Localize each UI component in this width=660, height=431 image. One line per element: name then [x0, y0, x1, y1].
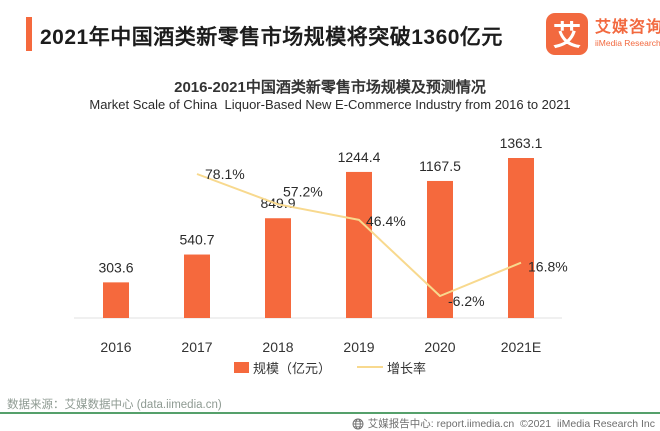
bar-2016 — [103, 282, 129, 318]
iimedia-logo: 艾 艾媒咨询 iiMedia Research — [546, 13, 660, 55]
header-accent-bar — [26, 17, 32, 51]
bar-value-label-2019: 1244.4 — [338, 149, 381, 165]
market-scale-chart: 303.6 2016 540.7 2017 849.9 2018 1244.4 2019 116… — [74, 135, 568, 355]
iimedia-logo-icon: 艾 — [546, 13, 588, 55]
logo-name-en: iiMedia Research — [595, 38, 660, 49]
bar-2021E — [508, 158, 534, 318]
rate-label-2020: -6.2% — [448, 293, 485, 309]
rate-label-2021E: 16.8% — [528, 259, 568, 275]
page-title: 2021年中国酒类新零售市场规模将突破1360亿元 — [40, 26, 503, 49]
bar-series-swatch — [233, 361, 249, 373]
bar-value-label-2016: 303.6 — [98, 259, 133, 275]
report-footer-text: 艾媒报告中心: report.iimedia.cn ©2021 iiMedia … — [367, 418, 655, 430]
chart-subtitle: Market Scale of China Liquor-Based New E… — [89, 97, 571, 112]
bar-value-label-2018: 849.9 — [260, 195, 295, 211]
chart-title: 2016-2021中国酒类新零售市场规模及预测情况 — [174, 79, 486, 96]
x-tick-2019: 2019 — [343, 339, 374, 355]
bar-value-label-2020: 1167.5 — [419, 158, 461, 174]
x-tick-2020: 2020 — [424, 339, 455, 355]
legend-label-scale: 规模（亿元） — [252, 360, 331, 376]
legend-item-scale: 规模（亿元） — [233, 358, 331, 377]
logo-name-cn: 艾媒咨询 — [595, 19, 660, 37]
chart-legend: 规模（亿元） 增长率 — [0, 358, 660, 376]
rate-label-2018: 57.2% — [283, 183, 323, 199]
footer-separator — [0, 412, 660, 414]
globe-icon — [352, 418, 364, 429]
legend-label-growth: 增长率 — [387, 360, 427, 376]
growth-rate-line — [196, 173, 522, 297]
bar-value-label-2021E: 1363.1 — [500, 135, 543, 151]
x-tick-2017: 2017 — [181, 339, 212, 355]
line-series-swatch — [357, 366, 383, 368]
x-tick-2018: 2018 — [262, 339, 293, 355]
bar-2018 — [265, 218, 291, 318]
bar-value-label-2017: 540.7 — [179, 232, 214, 248]
x-tick-2021E: 2021E — [501, 339, 541, 355]
rate-label-2017: 78.1% — [205, 166, 245, 182]
rate-label-2019: 46.4% — [366, 213, 406, 229]
bar-2019 — [346, 171, 372, 318]
legend-item-growth: 增长率 — [357, 358, 426, 377]
bar-2017 — [184, 254, 210, 318]
report-footer: 艾媒报告中心: report.iimedia.cn ©2021 iiMedia … — [352, 416, 655, 431]
x-tick-2016: 2016 — [100, 339, 131, 355]
iimedia-logo-text: 艾媒咨询 iiMedia Research — [595, 20, 660, 48]
data-source-note: 数据来源：艾媒数据中心 (data.iimedia.cn) — [7, 399, 222, 411]
